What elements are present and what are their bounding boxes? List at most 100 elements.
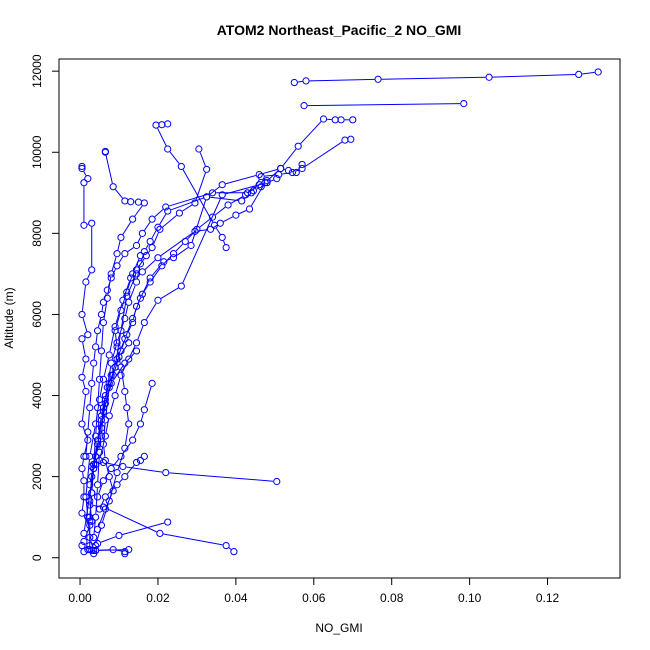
data-point — [255, 170, 263, 179]
series-segment — [492, 74, 576, 78]
series-segment — [84, 443, 88, 453]
data-point — [99, 440, 108, 448]
data-point — [90, 533, 98, 542]
data-point — [156, 529, 164, 537]
data-point — [121, 197, 129, 205]
data-point — [78, 335, 86, 343]
data-point — [152, 121, 160, 129]
data-point — [109, 371, 117, 379]
series-15 — [92, 252, 145, 550]
data-point — [121, 548, 129, 556]
data-point — [84, 546, 92, 554]
series-segment — [101, 326, 104, 348]
series-segment — [160, 287, 179, 299]
series-segment — [163, 255, 172, 264]
series-segment — [126, 353, 135, 361]
data-point — [175, 209, 183, 217]
data-point — [156, 225, 164, 233]
data-point — [594, 68, 602, 76]
series-segment — [109, 378, 113, 385]
series-segment — [81, 394, 86, 421]
series-segment — [99, 354, 102, 376]
series-segment — [99, 382, 104, 397]
data-point — [162, 468, 170, 477]
data-point — [138, 290, 146, 298]
series-segment — [82, 342, 86, 356]
data-point — [117, 371, 125, 379]
data-point — [208, 213, 217, 221]
data-point — [460, 100, 468, 108]
series-segment — [136, 267, 141, 279]
data-point — [129, 436, 137, 444]
data-point — [78, 509, 86, 517]
data-point — [92, 513, 100, 521]
series-segment — [89, 467, 94, 482]
series-segment — [264, 174, 276, 177]
data-point — [82, 452, 90, 460]
data-point — [82, 355, 90, 363]
series-segment — [133, 426, 140, 438]
series-segment — [81, 285, 86, 311]
data-point — [111, 391, 119, 400]
data-point — [117, 363, 125, 371]
series-segment — [225, 175, 256, 185]
data-point — [117, 306, 125, 314]
series-segment — [103, 447, 106, 457]
data-point — [222, 243, 230, 252]
data-point — [129, 215, 137, 223]
data-point — [86, 404, 94, 412]
series-segment — [117, 321, 125, 340]
series-segment — [134, 205, 143, 217]
data-point — [93, 493, 102, 501]
series-segment — [225, 183, 264, 195]
series-segment — [210, 196, 239, 201]
series-segment — [122, 442, 131, 454]
data-point — [138, 268, 146, 276]
data-point — [88, 266, 96, 274]
series-segment — [199, 152, 206, 167]
series-segment — [82, 380, 86, 389]
series-segment — [297, 80, 303, 83]
data-point — [218, 233, 226, 242]
data-point — [121, 335, 129, 343]
data-point — [82, 387, 90, 396]
series-segment — [105, 390, 110, 417]
series-segment — [86, 272, 91, 279]
data-point — [107, 274, 115, 282]
data-point — [95, 448, 104, 456]
series-segment — [102, 504, 109, 523]
series-segment — [307, 103, 461, 107]
data-point — [113, 468, 121, 477]
series-segment — [81, 500, 85, 510]
data-point — [125, 355, 133, 363]
series-17 — [95, 452, 148, 513]
data-point — [158, 262, 166, 270]
data-point — [154, 223, 162, 231]
data-point — [206, 225, 215, 233]
data-point — [257, 172, 265, 181]
series-segment — [175, 243, 184, 252]
data-point — [158, 121, 166, 129]
series-segment — [107, 486, 115, 495]
data-point — [331, 116, 339, 124]
data-point — [82, 493, 90, 501]
data-point — [88, 379, 96, 387]
series-segment — [169, 472, 274, 482]
data-point — [290, 78, 298, 87]
data-point — [88, 489, 96, 497]
series-segment — [125, 305, 129, 316]
data-point — [140, 406, 148, 414]
data-point — [78, 420, 86, 428]
series-segment — [93, 443, 98, 461]
series-segment — [140, 413, 144, 421]
series-segment — [122, 362, 128, 373]
series-segment — [109, 475, 117, 498]
series-segment — [117, 451, 125, 470]
series-segment — [82, 317, 88, 332]
series-segment — [162, 214, 177, 228]
series-segment — [137, 325, 144, 340]
data-point — [230, 548, 238, 556]
data-point — [374, 75, 382, 83]
x-tick-label: 0.02 — [146, 591, 170, 605]
x-tick-label: 0.10 — [458, 591, 482, 605]
